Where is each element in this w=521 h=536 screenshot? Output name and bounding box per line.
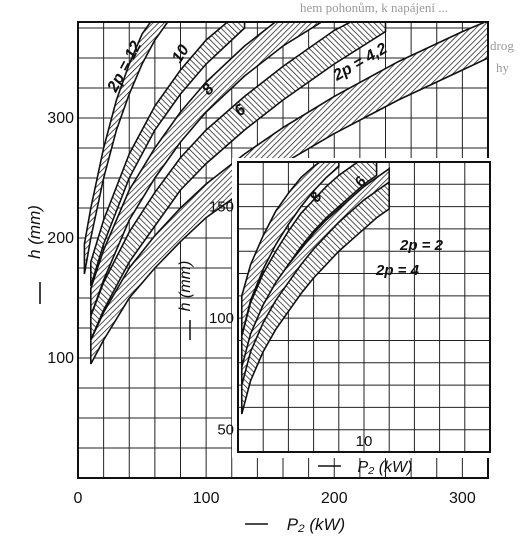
band-2p-4-2 <box>90 22 488 365</box>
x-tick-label: 10 <box>356 433 373 450</box>
inset-frame <box>237 161 491 453</box>
band-2p-12 <box>83 22 169 275</box>
band-8 <box>90 22 323 317</box>
y-tick-label: 300 <box>47 110 74 127</box>
main-x-axis-label: P₂ (kW) <box>287 515 345 534</box>
inset-y-axis-label: h (mm) <box>177 261 194 312</box>
band-10 <box>90 22 246 287</box>
y-tick-label: 100 <box>209 310 234 327</box>
inset-x-axis-title: P₂ (kW) <box>318 459 412 476</box>
band-label: 2p = 4 <box>375 262 420 279</box>
page-bleed-side-2: hy <box>496 60 509 75</box>
main-y-axis-title: h (mm) <box>25 205 44 304</box>
inset-x-axis-label: P₂ (kW) <box>358 459 413 476</box>
page-bleed-top: hem pohonům, k napájení ... <box>300 0 449 15</box>
main-bands <box>83 22 488 365</box>
y-tick-label: 200 <box>47 230 74 247</box>
band-label: 2p = 2 <box>399 237 444 254</box>
main-x-axis-title: P₂ (kW) <box>245 515 345 534</box>
x-tick-label: 200 <box>321 490 348 507</box>
page-bleed-side-1: drog <box>490 38 514 53</box>
x-tick-label: 100 <box>193 490 220 507</box>
band-2p-4 <box>240 180 391 415</box>
main-tick-labels: 0 100 200 300 100 200 300 <box>47 110 476 507</box>
y-tick-label: 150 <box>209 199 234 216</box>
y-tick-label: 100 <box>47 350 74 367</box>
main-y-axis-label: h (mm) <box>25 205 44 259</box>
y-tick-label: 50 <box>217 422 234 439</box>
x-tick-label: 300 <box>449 490 476 507</box>
band-label: 10 <box>169 42 193 66</box>
x-tick-label: 0 <box>74 490 83 507</box>
inset-y-axis-title: h (mm) <box>177 261 194 340</box>
band-8 <box>240 162 340 337</box>
inset-tick-labels: 10 50 100 150 <box>209 199 372 450</box>
band-6 <box>90 22 387 341</box>
inset-bands <box>240 162 391 415</box>
plot-frame <box>237 161 491 453</box>
